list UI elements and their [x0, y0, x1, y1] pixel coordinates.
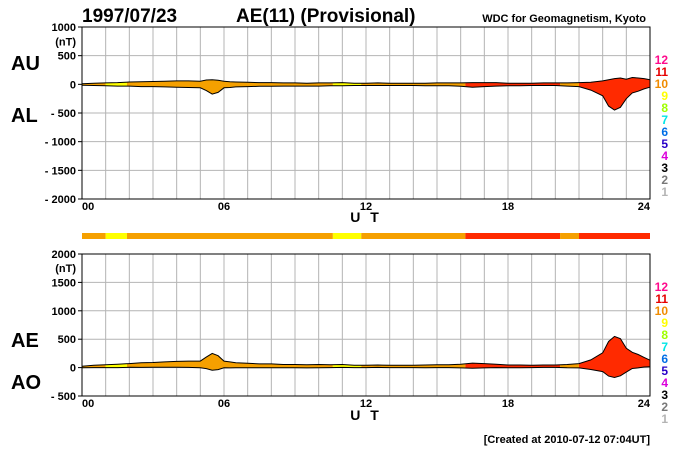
ae-ao-frame [81, 253, 651, 397]
legend-level-12: 12 [655, 280, 669, 294]
x-tick-label: 18 [502, 201, 514, 213]
legend-level-2: 2 [661, 173, 668, 187]
series-line-al [81, 84, 651, 111]
au-al-grid [82, 27, 650, 199]
y-tick-label: 0 [70, 79, 76, 91]
legend-level-7: 7 [661, 340, 668, 354]
x-tick-label: 06 [218, 201, 230, 213]
y-tick-label: 500 [58, 334, 76, 346]
legend-level-7: 7 [661, 113, 668, 127]
ae-label: AE [11, 330, 39, 352]
ae-ao-series-lines [81, 335, 651, 379]
legend-level-8: 8 [661, 101, 668, 115]
date-title: 1997/07/23 [82, 6, 177, 27]
series-line-au [81, 76, 651, 85]
level-fill-segment [465, 363, 561, 369]
y-tick-label: - 1500 [45, 165, 76, 177]
series-line-ae [81, 335, 651, 367]
x-tick-label: 06 [218, 398, 230, 410]
legend-level-1: 1 [661, 412, 668, 426]
au-label: AU [11, 53, 40, 75]
x-tick-label: 00 [82, 398, 94, 410]
legend-level-6: 6 [661, 352, 668, 366]
level-fill-segment [126, 353, 333, 371]
series-line-ao [81, 366, 651, 379]
x-tick-label: 18 [502, 398, 514, 410]
ae-ao-x-ticks: 00 06 12 18 24 [82, 398, 651, 410]
y-tick-label: 1500 [52, 277, 76, 289]
activity-bar-segment [465, 233, 561, 239]
x-tick-label: 24 [638, 398, 651, 410]
legend-level-8: 8 [661, 328, 668, 342]
ae-ao-y-ticks: 2000 1500 1000 500 0 - 500 (nT) [51, 249, 82, 403]
legend-level-6: 6 [661, 125, 668, 139]
legend-level-12: 12 [655, 53, 669, 67]
au-al-unit-label: (nT) [55, 36, 76, 48]
au-al-x-ticks: 00 06 12 18 24 [82, 201, 651, 213]
x-tick-label: 12 [360, 201, 372, 213]
y-tick-label: 2000 [52, 249, 76, 261]
activity-bar-segment [82, 233, 106, 239]
y-tick-label: - 2000 [45, 194, 76, 206]
ao-label: AO [11, 372, 41, 394]
activity-bar-segment [560, 233, 579, 239]
created-timestamp: [Created at 2010-07-12 07:04UT] [484, 434, 651, 446]
legend-level-11: 11 [655, 292, 668, 306]
y-tick-label: 1000 [52, 22, 76, 34]
ae-ao-panel: 2000 1500 1000 500 0 - 500 (nT) 00 06 12 18 24 U T… [11, 249, 651, 423]
au-al-panel: 1000 500 0 - 500 - 1000 - 1500 - 2000 00 06 12 18… [11, 22, 651, 225]
au-al-y-ticks: 1000 500 0 - 500 - 1000 - 1500 - 2000 [45, 22, 82, 206]
x-tick-label: 24 [638, 201, 651, 213]
ae-ao-grid [82, 254, 650, 396]
legend-level-3: 3 [661, 161, 668, 175]
activity-level-bar [82, 233, 650, 239]
legend-level-1: 1 [661, 185, 668, 199]
legend-level-5: 5 [661, 364, 668, 378]
legend-level-9: 9 [661, 316, 668, 330]
x-tick-label: 12 [360, 398, 372, 410]
y-tick-label: - 1000 [45, 137, 76, 149]
activity-bar-segment [126, 233, 333, 239]
legend-level-11: 11 [655, 65, 668, 79]
au-al-x-axis-label: U T [350, 209, 382, 225]
legend-level-3: 3 [661, 388, 668, 402]
ae-ao-unit-label: (nT) [55, 263, 76, 275]
activity-bar-segment [105, 233, 127, 239]
au-al-series-lines [81, 76, 651, 111]
level-fill-segment [579, 77, 650, 111]
organization-label: WDC for Geomagnetism, Kyoto [482, 13, 646, 25]
legend-level-10: 10 [655, 304, 669, 318]
legend-level-9: 9 [661, 89, 668, 103]
y-tick-label: - 500 [51, 391, 76, 403]
index-title: AE(11) (Provisional) [236, 6, 416, 27]
activity-bar-segment [332, 233, 362, 239]
y-tick-label: - 500 [51, 108, 76, 120]
level-fill-segment [332, 364, 362, 368]
activity-bar-segment [361, 233, 466, 239]
legend-level-2: 2 [661, 400, 668, 414]
legend-level-4: 4 [661, 376, 668, 390]
legend-level-4: 4 [661, 149, 668, 163]
level-fill-segment [579, 336, 650, 378]
level-fill-segment [82, 364, 106, 368]
x-tick-label: 00 [82, 201, 94, 213]
y-tick-label: 0 [70, 363, 76, 375]
y-tick-label: 500 [58, 51, 76, 63]
al-label: AL [11, 105, 38, 127]
activity-bar-segment [579, 233, 650, 239]
legend-level-5: 5 [661, 137, 668, 151]
legend-level-10: 10 [655, 77, 669, 91]
ae-ao-x-axis-label: U T [350, 407, 382, 423]
y-tick-label: 1000 [52, 306, 76, 318]
